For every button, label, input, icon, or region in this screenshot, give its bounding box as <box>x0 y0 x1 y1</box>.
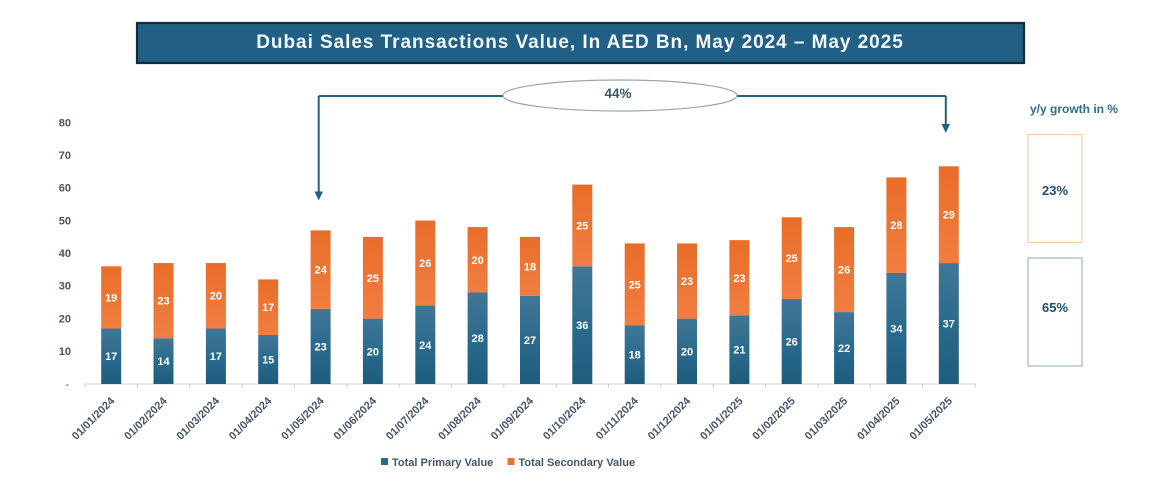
svg-text:27: 27 <box>524 335 536 347</box>
svg-text:19: 19 <box>105 292 117 304</box>
svg-text:17: 17 <box>105 351 117 363</box>
svg-text:20: 20 <box>59 313 71 325</box>
svg-text:25: 25 <box>786 253 798 265</box>
svg-text:10: 10 <box>59 346 71 358</box>
svg-text:80: 80 <box>59 117 71 129</box>
svg-text:20: 20 <box>681 346 693 358</box>
svg-text:20: 20 <box>367 346 379 358</box>
svg-text:18: 18 <box>629 350 641 362</box>
svg-text:24: 24 <box>419 340 432 352</box>
svg-text:Dubai Sales Transactions Value: Dubai Sales Transactions Value, In AED B… <box>256 32 903 53</box>
svg-text:20: 20 <box>471 255 483 267</box>
svg-text:-: - <box>65 379 69 391</box>
svg-text:70: 70 <box>59 150 71 162</box>
svg-text:26: 26 <box>838 265 850 277</box>
svg-text:37: 37 <box>943 319 955 331</box>
svg-text:44%: 44% <box>604 86 631 101</box>
svg-text:25: 25 <box>629 279 641 291</box>
svg-text:20: 20 <box>210 291 222 303</box>
svg-text:24: 24 <box>314 265 327 277</box>
svg-text:23: 23 <box>314 341 326 353</box>
svg-text:23: 23 <box>157 296 169 308</box>
svg-text:18: 18 <box>524 261 536 273</box>
svg-text:17: 17 <box>210 351 222 363</box>
svg-text:15: 15 <box>262 355 274 367</box>
svg-text:60: 60 <box>59 183 71 195</box>
svg-text:28: 28 <box>890 220 902 232</box>
svg-text:y/y growth in %: y/y growth in % <box>1030 102 1118 116</box>
svg-text:21: 21 <box>733 345 745 357</box>
svg-text:65%: 65% <box>1042 300 1068 315</box>
svg-text:30: 30 <box>59 281 71 293</box>
svg-text:50: 50 <box>59 215 71 227</box>
svg-text:Total Secondary Value: Total Secondary Value <box>519 457 636 469</box>
svg-text:29: 29 <box>943 210 955 222</box>
svg-text:14: 14 <box>157 356 170 368</box>
svg-text:40: 40 <box>59 248 71 260</box>
svg-text:22: 22 <box>838 343 850 355</box>
svg-text:23%: 23% <box>1042 183 1068 198</box>
svg-text:23: 23 <box>733 273 745 285</box>
svg-text:25: 25 <box>576 221 588 233</box>
svg-text:Total Primary Value: Total Primary Value <box>392 457 493 469</box>
svg-text:36: 36 <box>576 320 588 332</box>
svg-text:23: 23 <box>681 276 693 288</box>
svg-text:26: 26 <box>786 337 798 349</box>
svg-text:17: 17 <box>262 302 274 314</box>
svg-text:34: 34 <box>890 323 903 335</box>
svg-text:25: 25 <box>367 273 379 285</box>
svg-text:26: 26 <box>419 258 431 270</box>
svg-text:28: 28 <box>471 333 483 345</box>
